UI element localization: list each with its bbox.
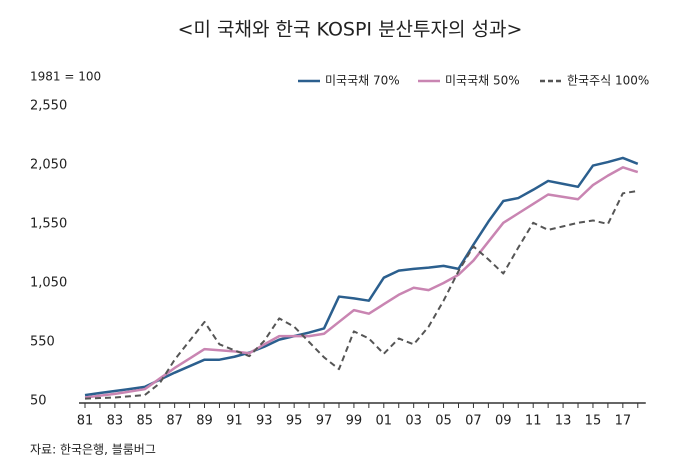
x-tick-label: 11 (525, 414, 542, 429)
legend-label: 한국주식 100% (567, 74, 649, 88)
x-tick-label: 17 (615, 414, 632, 429)
y-tick-label: 1,050 (30, 276, 67, 291)
y-tick-label: 1,550 (30, 217, 67, 232)
x-tick-label: 81 (77, 414, 94, 429)
x-tick-label: 13 (555, 414, 572, 429)
annotation: 1981 = 100 (30, 70, 101, 84)
y-tick-label: 2,050 (30, 158, 67, 173)
y-tick-label: 50 (30, 394, 47, 409)
x-tick-label: 83 (107, 414, 124, 429)
x-tick-label: 99 (346, 414, 363, 429)
series-line (84, 156, 639, 397)
legend-label: 미국국채 70% (325, 74, 400, 88)
x-tick-label: 05 (435, 414, 452, 429)
x-tick-label: 07 (465, 414, 482, 429)
x-tick-label: 97 (316, 414, 333, 429)
chart-title: <미 국채와 한국 KOSPI 분산투자의 성과> (178, 19, 523, 41)
x-tick-label: 87 (166, 414, 183, 429)
source: 자료: 한국은행, 블룸버그 (30, 442, 156, 457)
y-tick-label: 2,550 (30, 99, 67, 114)
series-line (84, 189, 638, 400)
x-tick-label: 95 (286, 414, 303, 429)
y-tick-label: 550 (30, 335, 55, 350)
x-tick-label: 89 (196, 414, 213, 429)
x-tick-label: 85 (136, 414, 153, 429)
x-tick-label: 91 (226, 414, 243, 429)
x-tick-label: 01 (376, 414, 393, 429)
x-tick-label: 93 (256, 414, 273, 429)
x-tick-label: 03 (405, 414, 422, 429)
series-line (84, 166, 639, 399)
legend-label: 미국국채 50% (445, 74, 520, 88)
x-tick-label: 15 (585, 414, 602, 429)
x-tick-label: 09 (495, 414, 512, 429)
